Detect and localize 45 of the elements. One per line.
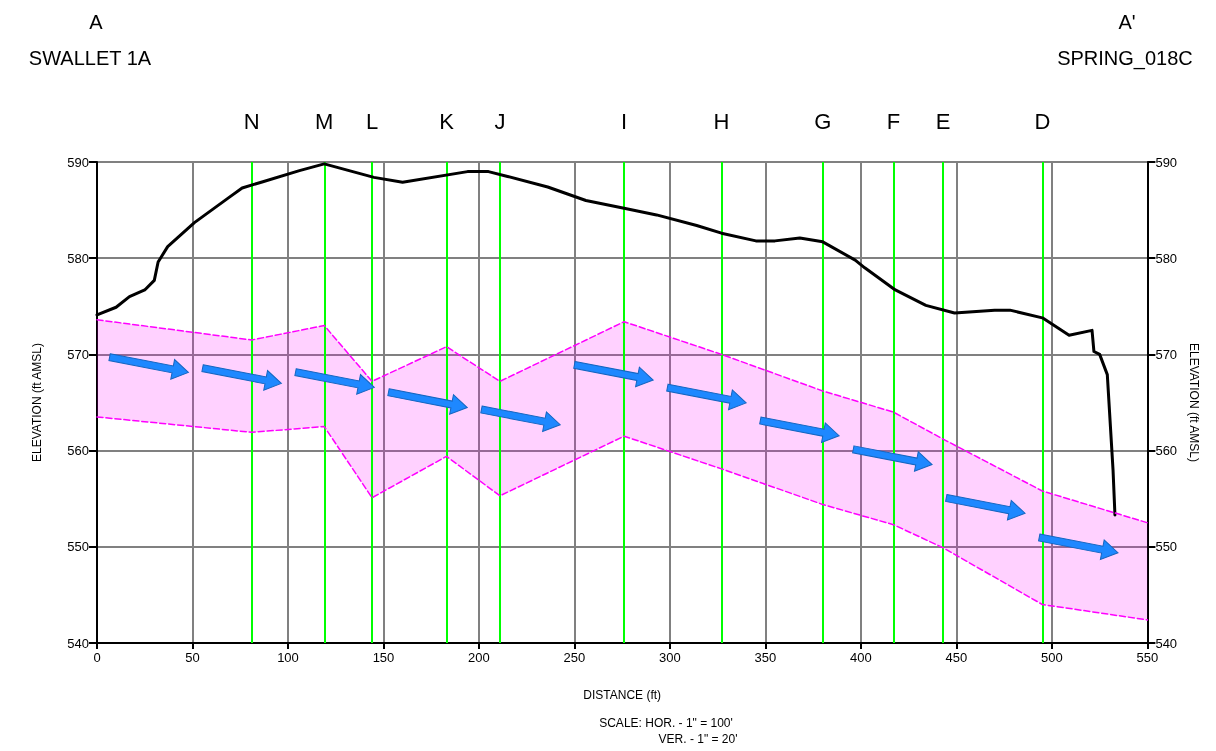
- x-tick-label: 400: [850, 650, 872, 665]
- text: SPRING_018C: [1057, 47, 1193, 70]
- text: A: [89, 11, 104, 33]
- x-axis-title: DISTANCE (ft): [583, 688, 662, 702]
- ref-line-label: K: [439, 108, 455, 134]
- y-tick-label: 570: [67, 346, 89, 362]
- ref-line-label: H: [713, 108, 730, 134]
- y2-tick-label: 580: [1155, 250, 1178, 266]
- ref-line-label: D: [1034, 108, 1051, 134]
- x-tick-label: 50: [185, 650, 200, 665]
- y-tick-label: 550: [67, 539, 89, 555]
- y2-tick-label: 550: [1155, 539, 1178, 555]
- x-tick-label: 100: [277, 650, 299, 665]
- y2-tick-label: 570: [1155, 346, 1178, 362]
- x-tick-label: 250: [563, 650, 586, 665]
- text: A': [1118, 11, 1136, 33]
- x-tick-label: 300: [659, 650, 681, 665]
- y-axis-title: ELEVATION (ft AMSL): [30, 343, 44, 462]
- x-tick-label: 0: [93, 650, 101, 665]
- y-tick-label: 560: [67, 443, 89, 459]
- y-tick-label: 580: [67, 250, 89, 266]
- ref-line-label: N: [243, 108, 260, 134]
- x-tick-label: 350: [754, 650, 777, 665]
- ref-line-label: L: [365, 108, 379, 134]
- text: SCALE: HOR. - 1" = 100': [599, 716, 733, 730]
- text: VER. - 1" = 20': [658, 732, 738, 746]
- y2-tick-label: 590: [1155, 154, 1178, 170]
- ref-line-label: J: [494, 108, 506, 134]
- x-tick-label: 550: [1136, 650, 1159, 665]
- x-tick-label: 500: [1041, 650, 1063, 665]
- y2-tick-label: 540: [1155, 635, 1178, 651]
- text: SWALLET 1A: [28, 47, 152, 69]
- ref-line-label: I: [621, 108, 628, 134]
- y2-tick-label: 560: [1155, 443, 1178, 459]
- y-tick-label: 540: [67, 635, 89, 651]
- ref-line-label: E: [935, 108, 951, 134]
- line-series: [96, 416, 1149, 621]
- ref-line-label: F: [886, 108, 901, 134]
- y2-axis-title: ELEVATION (ft AMSL): [1187, 343, 1201, 462]
- x-tick-label: 150: [372, 650, 395, 665]
- ref-line-label: G: [814, 108, 832, 134]
- x-tick-label: 200: [468, 650, 490, 665]
- x-tick-label: 450: [945, 650, 968, 665]
- ref-line-label: M: [315, 108, 334, 134]
- y-tick-label: 590: [67, 154, 89, 170]
